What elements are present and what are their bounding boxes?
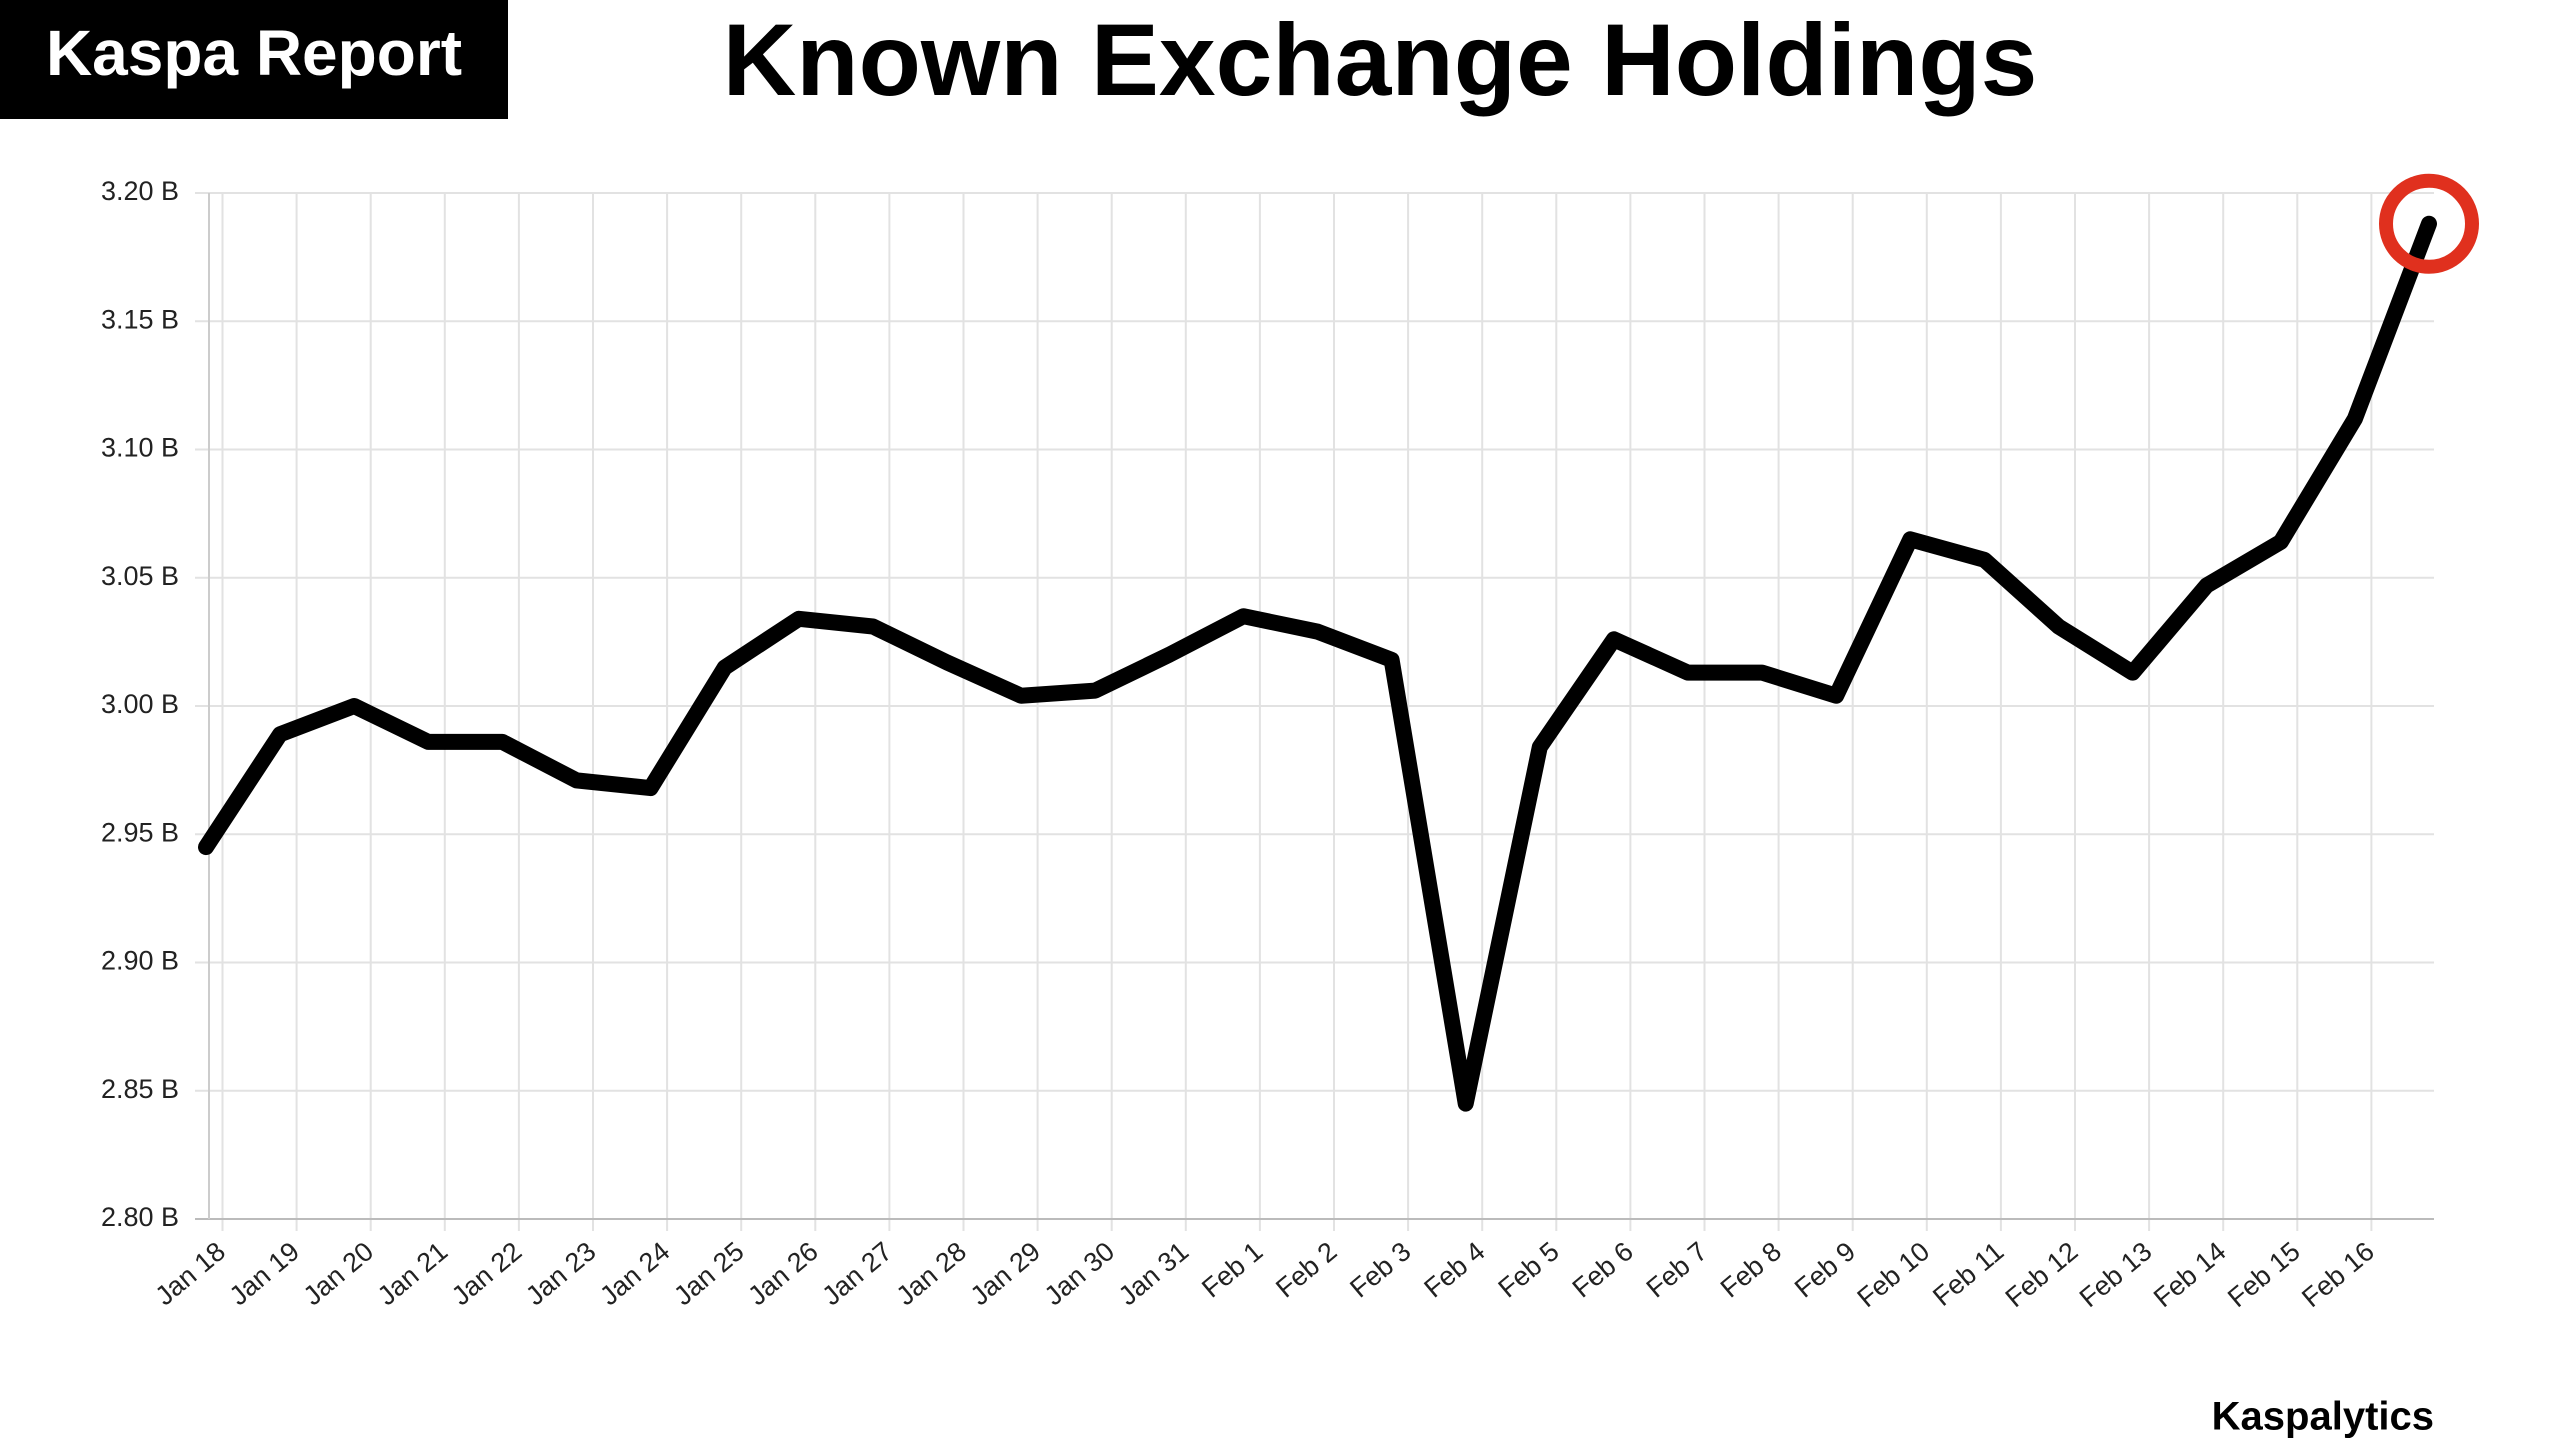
x-tick-label: Feb 10 [1852,1236,1936,1313]
x-tick-label: Jan 27 [816,1236,897,1311]
x-tick-label: Jan 26 [742,1236,823,1311]
x-tick-label: Feb 2 [1270,1236,1342,1303]
badge: Kaspa Report [46,17,462,89]
x-tick-label: Jan 31 [1113,1236,1194,1311]
x-tick-label: Feb 5 [1493,1236,1565,1303]
x-tick-label: Feb 3 [1344,1236,1416,1303]
y-tick-label: 3.10 B [101,433,179,463]
x-tick-label: Jan 28 [891,1236,972,1311]
credit: Kaspalytics [2212,1395,2434,1439]
x-tick-label: Jan 23 [520,1236,601,1311]
x-tick-label: Jan 18 [150,1236,231,1311]
x-tick-label: Feb 7 [1641,1236,1713,1303]
x-tick-label: Feb 13 [2074,1236,2158,1313]
x-tick-label: Jan 30 [1039,1236,1120,1311]
x-tick-label: Feb 15 [2222,1236,2306,1313]
x-tick-label: Jan 21 [372,1236,453,1311]
x-tick-label: Jan 25 [668,1236,749,1311]
y-tick-label: 2.85 B [101,1074,179,1104]
x-tick-label: Jan 19 [224,1236,305,1311]
x-tick-label: Feb 9 [1789,1236,1861,1303]
y-tick-label: 3.05 B [101,561,179,591]
x-tick-label: Feb 8 [1715,1236,1787,1303]
y-tick-label: 3.15 B [101,304,179,334]
y-tick-label: 2.90 B [101,946,179,976]
x-tick-label: Feb 14 [2148,1236,2232,1313]
highlight-ring [2379,173,2479,274]
y-tick-label: 3.00 B [101,689,179,719]
x-tick-label: Feb 11 [1927,1236,2009,1312]
badge-box [0,0,508,119]
line [198,215,2437,1112]
x-tick-label: Feb 12 [2000,1236,2084,1313]
x-tick-label: Jan 20 [298,1236,379,1311]
x-tick-label: Feb 16 [2296,1236,2380,1313]
x-tick-label: Jan 24 [594,1236,675,1311]
y-tick-label: 3.20 B [101,176,179,206]
x-tick-label: Feb 6 [1567,1236,1639,1303]
y-tick-label: 2.80 B [101,1202,179,1232]
chart-title: Known Exchange Holdings [723,3,2038,117]
x-tick-label: Feb 4 [1418,1236,1490,1303]
y-tick-label: 2.95 B [101,817,179,847]
x-tick-label: Jan 22 [446,1236,527,1311]
x-tick-label: Feb 1 [1196,1236,1268,1303]
x-tick-label: Jan 29 [965,1236,1046,1311]
